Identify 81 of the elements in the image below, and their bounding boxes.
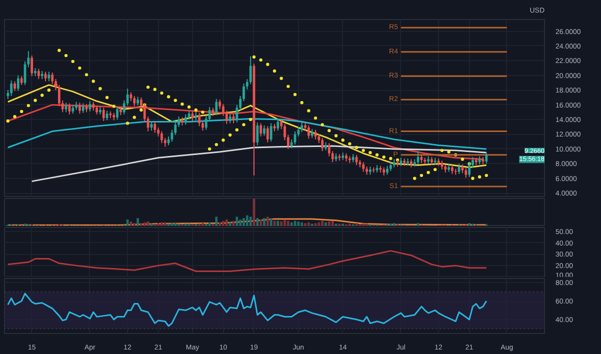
candlestick (102, 107, 105, 122)
candlestick (51, 72, 54, 85)
bar (136, 218, 139, 226)
bar (239, 220, 242, 226)
candlestick (88, 100, 92, 112)
candlestick (321, 137, 324, 152)
candlestick (458, 163, 460, 174)
line-series (7, 292, 488, 327)
bar (222, 220, 224, 226)
line-series (7, 250, 488, 272)
bar (143, 222, 146, 226)
candlestick (160, 130, 163, 144)
candlestick (485, 152, 488, 164)
candlestick (82, 102, 84, 114)
candlestick (198, 112, 201, 127)
candlestick (10, 80, 13, 96)
candlestick (30, 55, 34, 77)
bar (276, 220, 280, 226)
candlestick (256, 122, 259, 146)
bar (256, 218, 259, 226)
candlestick (133, 95, 136, 107)
bar (307, 222, 310, 226)
bar (468, 223, 471, 226)
bar (208, 222, 211, 226)
bar (284, 220, 286, 226)
candlestick (260, 122, 262, 137)
bar (331, 220, 334, 226)
candlestick (300, 122, 304, 133)
bar (304, 223, 306, 226)
candlestick (16, 74, 20, 92)
bar (266, 216, 269, 226)
bar (270, 218, 272, 226)
bar (280, 221, 283, 226)
line-series (7, 118, 488, 150)
bar (263, 218, 266, 226)
bar (324, 222, 327, 226)
bar (236, 216, 238, 226)
bar (318, 222, 320, 226)
candlestick (14, 80, 16, 92)
candlestick (78, 102, 81, 114)
bar (140, 223, 142, 226)
bar (246, 215, 248, 226)
candlestick (263, 124, 266, 136)
bar (215, 216, 218, 226)
bar (202, 223, 204, 226)
bar (321, 220, 324, 226)
candlestick (225, 110, 228, 124)
bar (300, 222, 304, 226)
bar (328, 221, 330, 226)
candlestick (270, 122, 272, 142)
candlestick (215, 98, 218, 116)
bar (174, 223, 177, 226)
candlestick (116, 106, 118, 120)
candlestick (276, 118, 280, 132)
bar (392, 223, 396, 226)
candlestick (68, 102, 71, 115)
candlestick (307, 124, 310, 140)
candlestick (184, 114, 187, 126)
bar (218, 222, 222, 226)
bar (164, 222, 166, 226)
candlestick (266, 126, 269, 143)
candlestick (37, 68, 40, 80)
bar (157, 223, 160, 226)
bar (297, 221, 300, 226)
bar (160, 222, 163, 226)
candlestick (464, 168, 468, 178)
candlestick (48, 71, 50, 82)
bar (133, 223, 136, 226)
candlestick (154, 121, 156, 134)
candlestick (362, 162, 365, 172)
bar (228, 222, 232, 226)
bar (286, 220, 290, 226)
bar (225, 220, 228, 226)
bar (249, 216, 252, 226)
bar (242, 218, 245, 226)
bar (290, 222, 293, 226)
bar (260, 220, 262, 226)
line-series (7, 104, 484, 160)
candlestick (249, 56, 252, 85)
candlestick (228, 113, 232, 124)
line-series (31, 145, 488, 182)
